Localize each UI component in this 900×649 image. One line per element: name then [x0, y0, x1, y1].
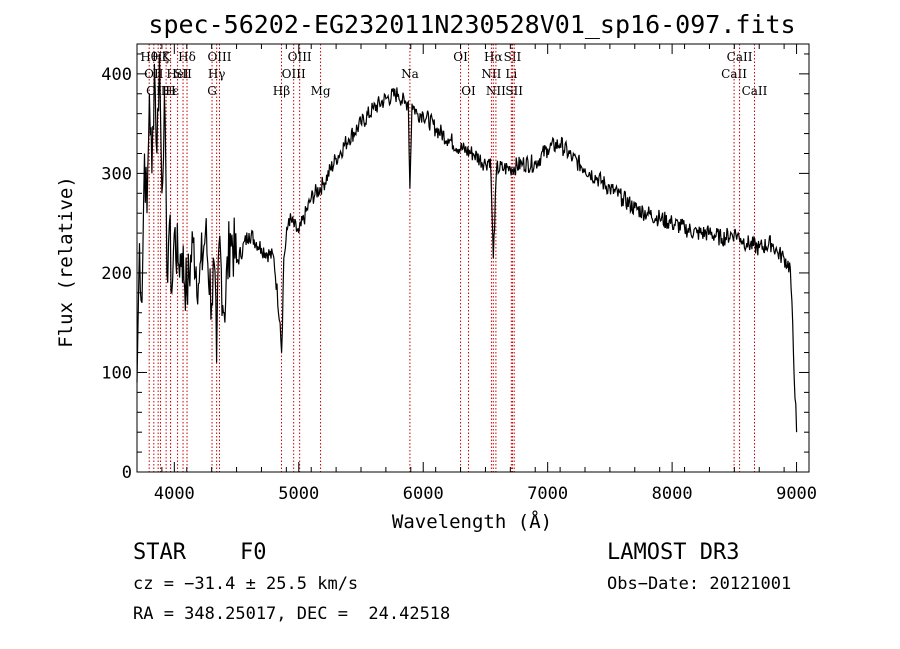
- observation-date: Obs−Date: 20121001: [607, 574, 792, 594]
- line-label-12: OIII: [207, 50, 231, 64]
- chart-title: spec-56202-EG232011N230528V01_sp16-097.f…: [148, 10, 795, 39]
- line-label-4: K: [162, 50, 172, 64]
- line-label-16: Mg: [311, 84, 331, 98]
- x-axis-label: Wavelength (Å): [392, 510, 552, 533]
- object-subclass: F0: [240, 540, 267, 565]
- line-label-15: OIII: [288, 50, 312, 64]
- x-tick-label: 5000: [278, 484, 319, 504]
- axis-ticks: 4000 5000 6000 7000 8000 9000 0 100 200 300 400: [101, 44, 817, 504]
- line-label-11: Hγ: [208, 67, 226, 81]
- line-label-9: Hδ: [178, 50, 196, 64]
- line-label-24: SII: [504, 50, 522, 64]
- y-axis-label: Flux (relative): [55, 176, 77, 348]
- line-label-27: CaII: [727, 50, 753, 64]
- object-class: STAR: [133, 540, 186, 565]
- line-label-13: Hβ: [273, 84, 290, 98]
- redshift-velocity: cz = −31.4 ± 25.5 km/s: [133, 574, 359, 594]
- line-label-0: Hθ: [140, 50, 158, 64]
- line-label-7: HeI: [166, 67, 189, 81]
- x-tick-label: 7000: [527, 484, 568, 504]
- coordinates: RA = 348.25017, DEC = 24.42518: [133, 604, 451, 624]
- line-label-10: G: [207, 84, 217, 98]
- x-tick-label: 4000: [154, 484, 195, 504]
- line-label-19: OI: [461, 84, 476, 98]
- spectrum-line: [136, 53, 798, 433]
- x-tick-label: 9000: [776, 484, 817, 504]
- line-label-28: CaII: [742, 84, 768, 98]
- line-label-6: H: [165, 84, 175, 98]
- survey-name: LAMOST DR3: [607, 540, 740, 565]
- line-label-26: CaII: [721, 67, 747, 81]
- line-label-20: NII: [481, 67, 501, 81]
- line-label-22: NII: [486, 84, 506, 98]
- line-label-17: Na: [401, 67, 419, 81]
- line-label-3: Hζ: [152, 50, 169, 64]
- y-tick-label: 200: [101, 264, 132, 284]
- y-tick-label: 0: [122, 463, 132, 483]
- line-label-21: Hα: [484, 50, 503, 64]
- line-label-18: OI: [453, 50, 468, 64]
- y-tick-label: 400: [101, 65, 132, 85]
- y-tick-label: 100: [101, 363, 132, 383]
- line-label-25: SII: [505, 84, 523, 98]
- plot-frame: [136, 43, 810, 473]
- line-label-14: OIII: [282, 67, 306, 81]
- x-tick-label: 8000: [652, 484, 693, 504]
- y-tick-label: 300: [101, 164, 132, 184]
- line-label-23: Li: [505, 67, 517, 81]
- x-tick-label: 6000: [403, 484, 444, 504]
- line-label-8: SII: [174, 67, 192, 81]
